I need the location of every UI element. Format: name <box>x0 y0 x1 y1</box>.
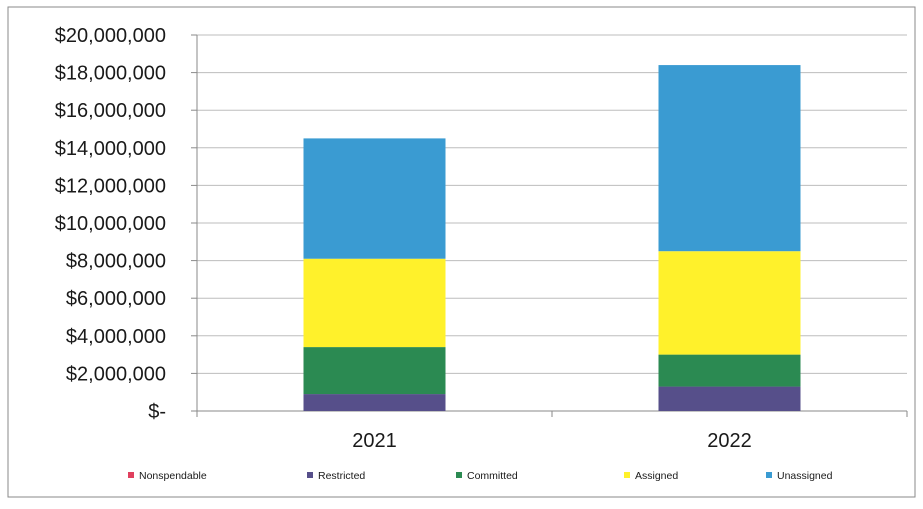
bar-segment-assigned-2021 <box>303 258 446 348</box>
bars <box>303 65 801 411</box>
x-tick-label: 2022 <box>707 430 752 452</box>
legend-swatch-unassigned <box>766 472 772 478</box>
y-tick-label: $12,000,000 <box>55 175 166 197</box>
legend-label-unassigned: Unassigned <box>777 470 833 482</box>
legend-label-assigned: Assigned <box>635 470 678 482</box>
y-tick-label: $20,000,000 <box>55 25 166 47</box>
legend-label-nonspendable: Nonspendable <box>139 470 207 482</box>
bar-segment-committed-2021 <box>303 347 446 395</box>
y-tick-label: $18,000,000 <box>55 63 166 85</box>
legend-label-restricted: Restricted <box>318 470 365 482</box>
y-tick-label: $6,000,000 <box>66 288 166 310</box>
y-tick-label: $- <box>148 401 166 423</box>
bar-segment-restricted-2021 <box>303 394 446 411</box>
y-tick-label: $2,000,000 <box>66 363 166 385</box>
legend-swatch-nonspendable <box>128 472 134 478</box>
legend: Nonspendable Restricted Committed Assigned U… <box>128 470 833 482</box>
bar-segment-unassigned-2022 <box>658 65 801 252</box>
y-tick-label: $4,000,000 <box>66 326 166 348</box>
x-tick-label: 2021 <box>352 430 397 452</box>
legend-swatch-committed <box>456 472 462 478</box>
y-tick-label: $8,000,000 <box>66 251 166 273</box>
bar-segment-assigned-2022 <box>658 251 801 355</box>
y-tick-label: $16,000,000 <box>55 100 166 122</box>
legend-swatch-assigned <box>624 472 630 478</box>
bar-segment-unassigned-2021 <box>303 138 446 259</box>
tick-labels: $- $2,000,000 $4,000,000 $6,000,000 $8,000,0… <box>55 25 752 452</box>
bar-segment-restricted-2022 <box>658 386 801 411</box>
y-tick-label: $10,000,000 <box>55 213 166 235</box>
bar-segment-committed-2022 <box>658 354 801 387</box>
y-tick-label: $14,000,000 <box>55 138 166 160</box>
legend-swatch-restricted <box>307 472 313 478</box>
legend-label-committed: Committed <box>467 470 518 482</box>
